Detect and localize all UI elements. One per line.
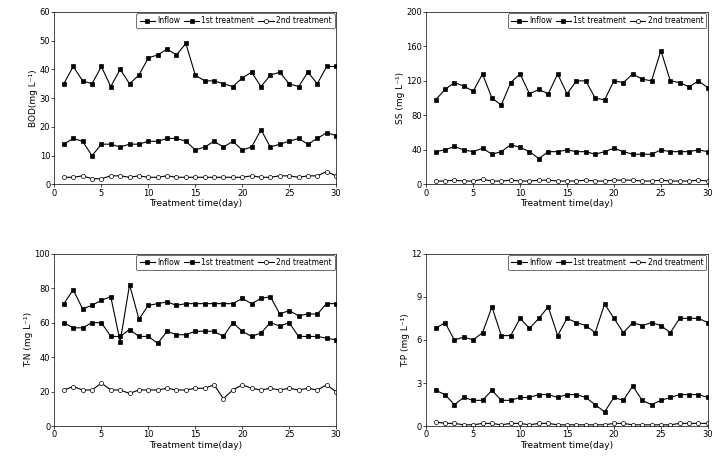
Y-axis label: SS (mg L⁻¹): SS (mg L⁻¹) [396, 72, 405, 124]
Y-axis label: BOD(mg L⁻¹): BOD(mg L⁻¹) [29, 69, 38, 127]
X-axis label: Treatment time(day): Treatment time(day) [149, 199, 242, 208]
Legend: Inflow, 1st treatment, 2nd treatment: Inflow, 1st treatment, 2nd treatment [136, 13, 335, 28]
Y-axis label: T-N (mg L⁻¹): T-N (mg L⁻¹) [24, 312, 33, 367]
X-axis label: Treatment time(day): Treatment time(day) [521, 199, 613, 208]
X-axis label: Treatment time(day): Treatment time(day) [149, 441, 242, 450]
Legend: Inflow, 1st treatment, 2nd treatment: Inflow, 1st treatment, 2nd treatment [508, 255, 706, 270]
Y-axis label: T-P (mg L⁻¹): T-P (mg L⁻¹) [401, 313, 410, 367]
Legend: Inflow, 1st treatment, 2nd treatment: Inflow, 1st treatment, 2nd treatment [508, 13, 706, 28]
X-axis label: Treatment time(day): Treatment time(day) [521, 441, 613, 450]
Legend: Inflow, 1st treatment, 2nd treatment: Inflow, 1st treatment, 2nd treatment [136, 255, 335, 270]
